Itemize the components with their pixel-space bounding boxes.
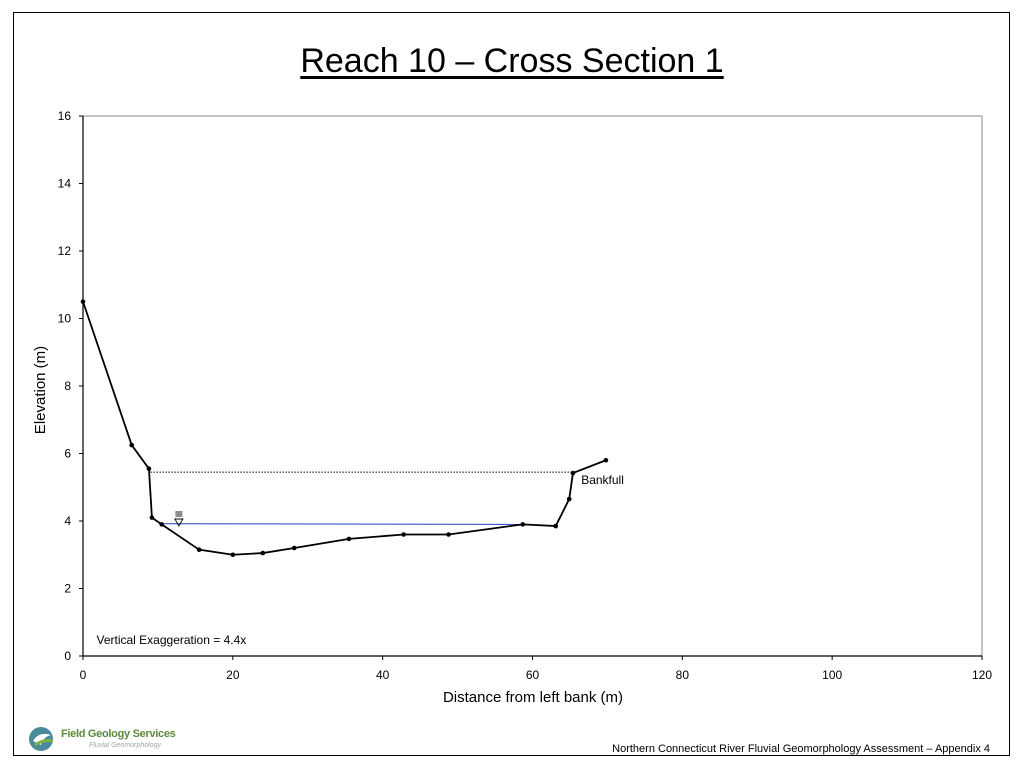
survey-point [553,523,559,529]
survey-point [570,470,576,476]
y-tick-label: 14 [58,177,72,191]
survey-point [149,515,155,520]
x-axis-label: Distance from left bank (m) [443,689,623,706]
y-tick-label: 4 [64,514,71,528]
annotation-label: Vertical Exaggeration = 4.4x [96,633,246,647]
slide-frame [13,12,1010,756]
logo-name: Field Geology Services [61,728,176,740]
y-tick-label: 12 [58,244,72,258]
slide-title: Reach 10 – Cross Section 1 [300,42,724,80]
survey-point [520,522,526,527]
annotation-label: Bankfull [581,473,624,487]
survey-point [566,496,572,502]
plot-area [82,115,983,657]
x-tick-label: 20 [226,668,240,682]
survey-point [80,299,86,304]
y-tick-label: 16 [58,109,72,123]
footer-text: Northern Connecticut River Fluvial Geomo… [612,743,990,755]
survey-point [159,522,164,527]
survey-point [291,545,297,551]
x-tick-label: 120 [972,668,992,682]
logo-tagline: Fluvial Geomorphology [89,742,161,749]
swirl-icon [29,727,54,751]
survey-point [129,442,134,448]
survey-point [260,550,266,556]
y-tick-label: 2 [64,582,71,596]
cross-section-line [82,301,607,556]
x-tick-label: 60 [526,668,540,682]
survey-point [146,466,152,471]
x-tick-label: 80 [676,668,690,682]
x-tick-label: 0 [80,668,87,682]
survey-point [603,457,609,463]
survey-point [446,532,451,537]
x-tick-label: 100 [822,668,842,682]
y-tick-label: 6 [64,447,71,461]
survey-point [196,547,202,552]
survey-point [346,536,352,542]
y-tick-label: 10 [58,312,72,326]
field-geology-services-logo: Field Geology Services Fluvial Geomorpho… [27,725,177,753]
survey-point [401,532,406,537]
survey-point [230,552,236,558]
y-tick-label: 0 [64,649,71,663]
plot-layer: 0 2 4 6 8 10 12 14 16 0 20 40 60 80 100 120 Bankfull Vert… [58,109,993,682]
y-axis-label: Elevation (m) [32,346,49,434]
y-tick-label: 8 [64,379,71,393]
water-surface-line [161,523,523,525]
x-tick-label: 40 [376,668,390,682]
water-level-symbol [174,518,184,527]
